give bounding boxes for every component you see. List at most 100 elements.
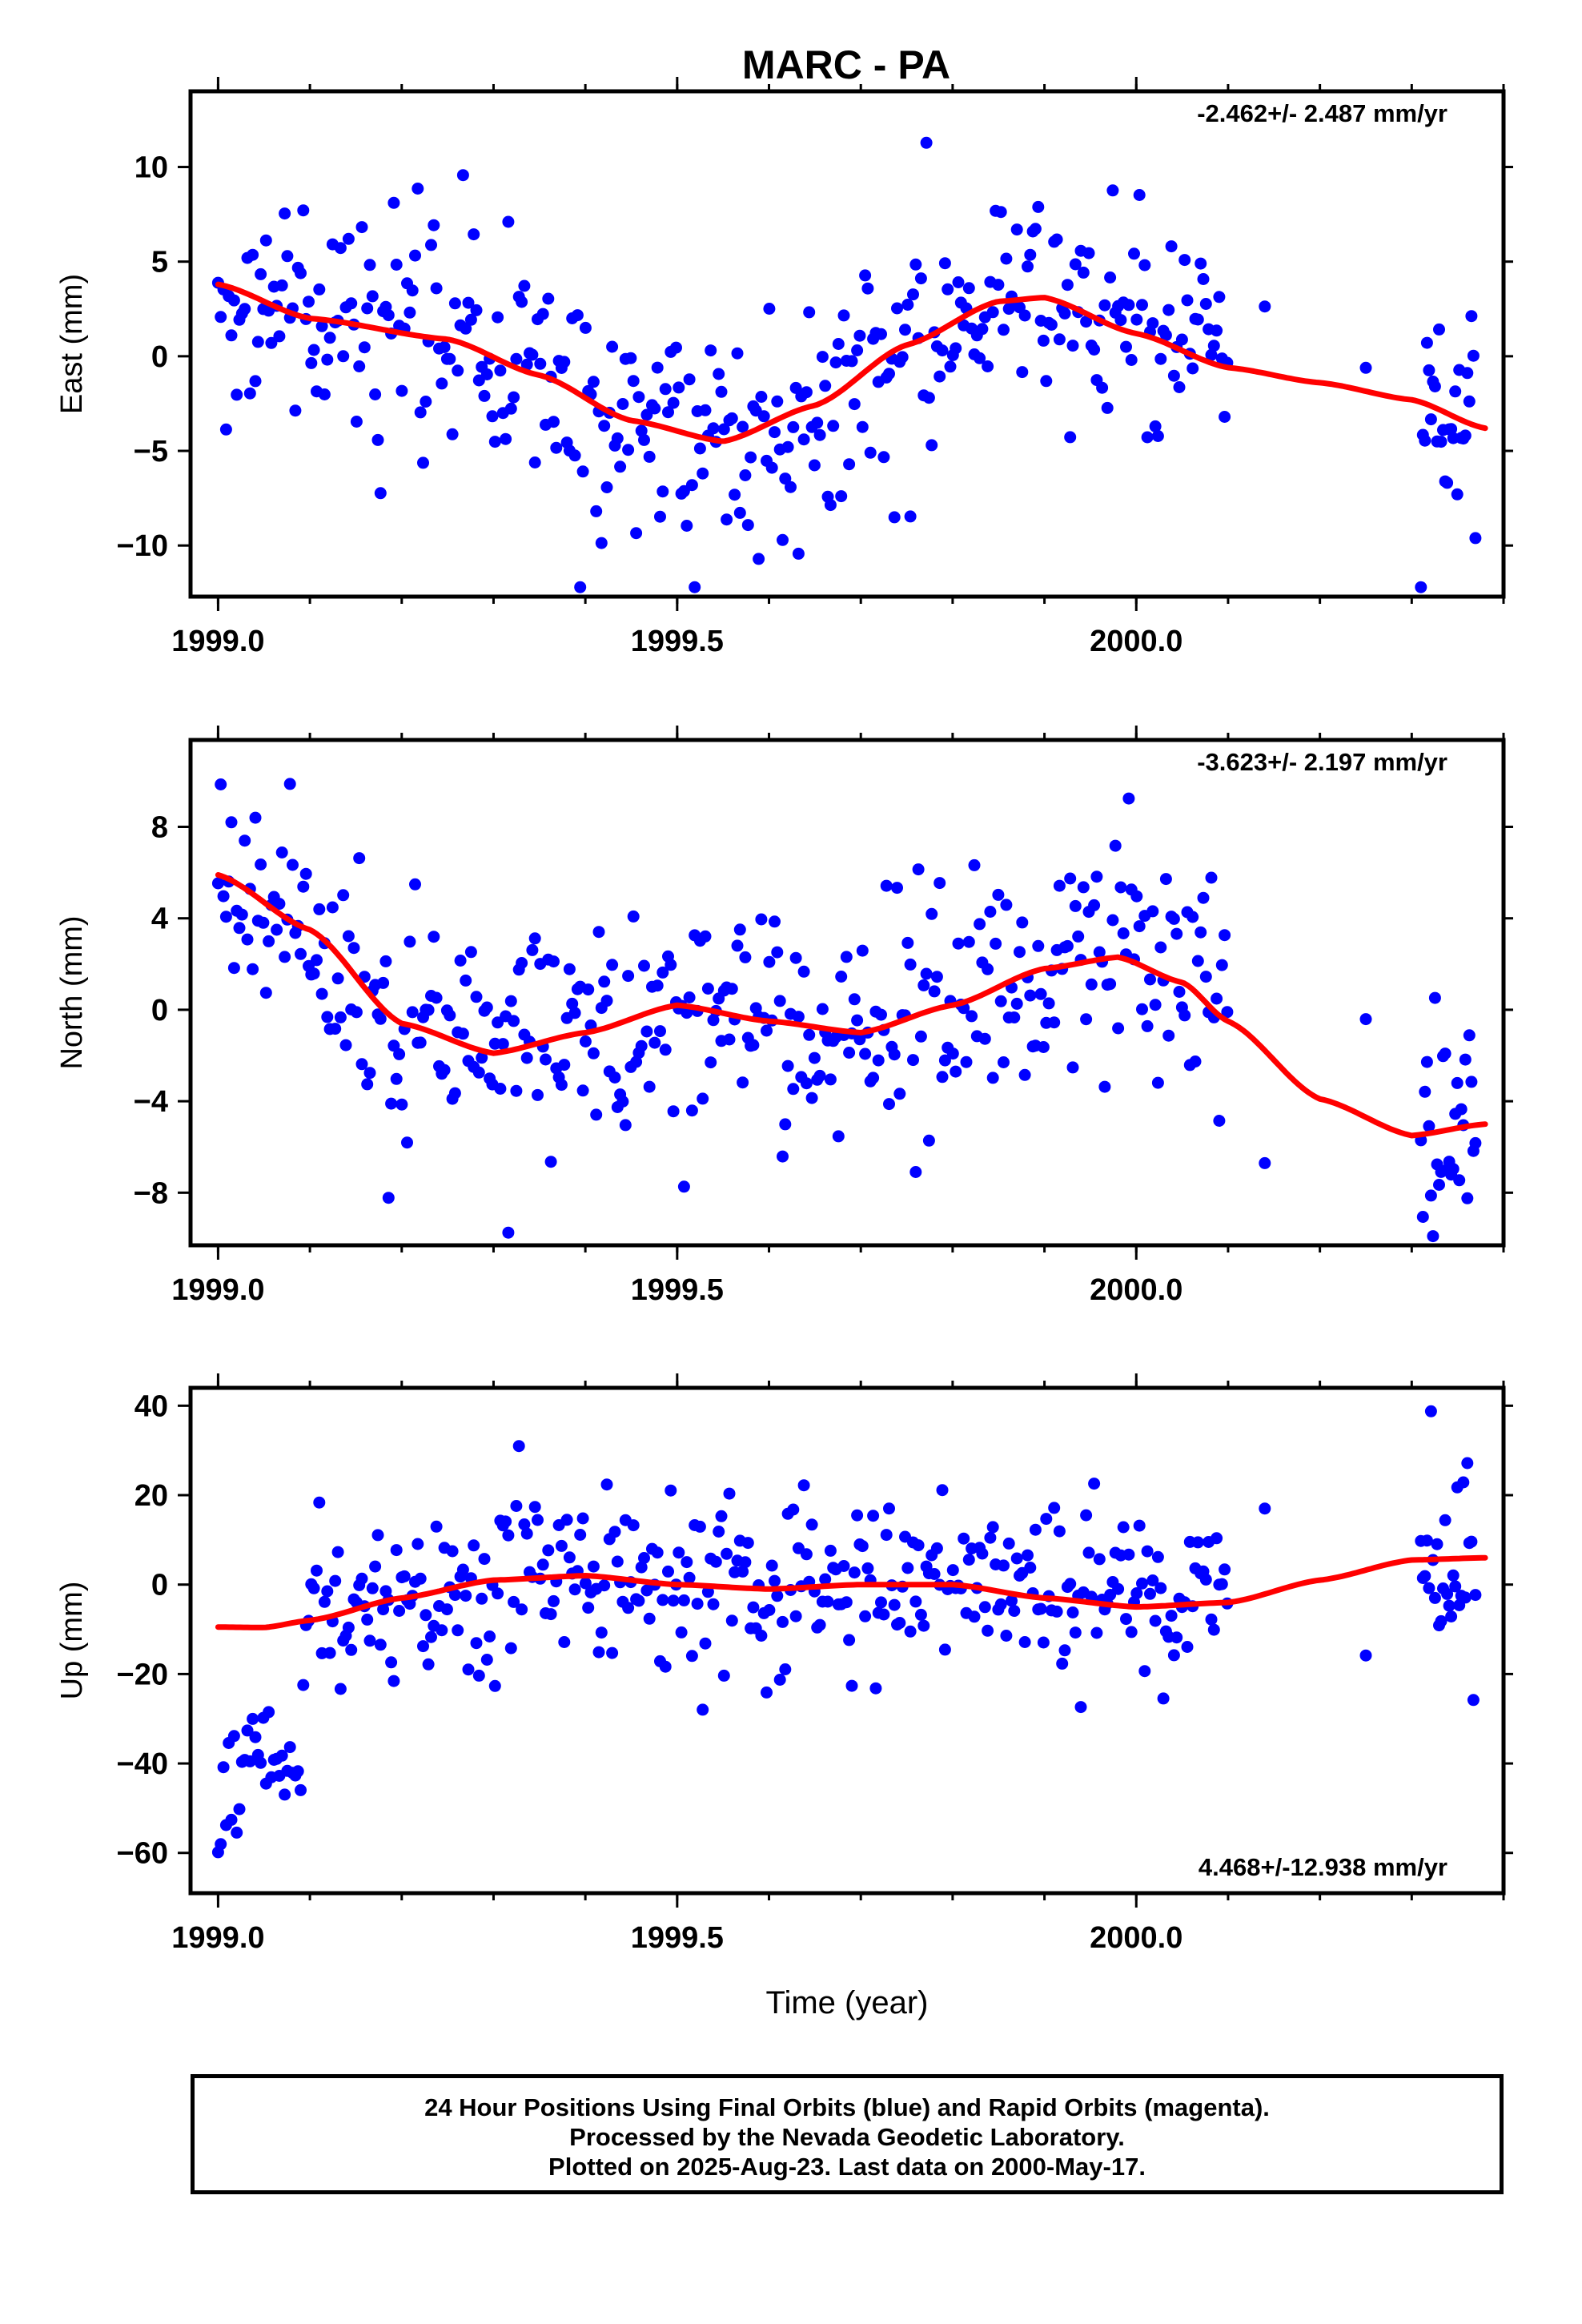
data-point xyxy=(590,505,603,517)
data-point xyxy=(813,428,826,441)
data-point xyxy=(563,963,576,975)
data-point xyxy=(1053,333,1066,346)
data-point xyxy=(853,1033,866,1046)
data-point xyxy=(382,309,395,322)
trend-curve xyxy=(215,872,1488,1139)
data-point xyxy=(962,282,975,295)
data-point xyxy=(1066,1606,1079,1618)
data-point xyxy=(536,308,549,320)
data-point xyxy=(215,311,227,324)
data-point xyxy=(739,1556,752,1569)
north-panel: 1999.0 1999.5 2000.0 −8 −4 0 4 8 North (mm) -3.62… xyxy=(55,726,1513,1307)
data-point xyxy=(369,1560,382,1573)
data-point xyxy=(464,313,477,326)
data-point xyxy=(393,1047,406,1060)
data-point xyxy=(739,951,752,963)
data-point xyxy=(249,1731,262,1743)
data-point xyxy=(446,428,459,440)
data-point xyxy=(472,1066,485,1079)
data-point xyxy=(576,465,589,478)
up-panel: 1999.0 1999.5 2000.0 −60 −40 −20 0 20 40 Up (mm) T… xyxy=(55,1373,1513,2020)
data-point xyxy=(725,412,738,424)
x-tick-label: 1999.5 xyxy=(631,625,724,658)
data-point xyxy=(803,306,816,319)
data-point xyxy=(227,294,240,307)
data-point xyxy=(279,207,291,220)
data-point xyxy=(371,433,384,446)
data-point xyxy=(508,1015,520,1027)
data-point xyxy=(1082,247,1095,259)
data-point xyxy=(1018,309,1031,322)
data-point xyxy=(323,332,336,344)
data-point xyxy=(707,1014,720,1027)
data-point xyxy=(1205,1613,1218,1626)
data-point xyxy=(968,1610,981,1623)
data-point xyxy=(512,1440,525,1453)
data-point xyxy=(502,1226,515,1239)
data-point xyxy=(888,1598,901,1611)
data-point xyxy=(721,1547,733,1560)
data-point xyxy=(279,1788,291,1801)
data-point xyxy=(508,1595,520,1608)
data-point xyxy=(307,344,320,356)
data-point xyxy=(1016,916,1029,929)
data-point xyxy=(777,1615,789,1628)
data-point xyxy=(1162,304,1175,316)
data-point xyxy=(295,947,307,960)
data-point xyxy=(1122,792,1135,805)
data-point xyxy=(765,1559,778,1572)
y-tick-label: 10 xyxy=(135,151,168,185)
data-point xyxy=(374,1012,387,1025)
data-point xyxy=(1423,1120,1435,1132)
data-point xyxy=(1205,348,1218,361)
footer-line-processor: Processed by the Nevada Geodetic Laborat… xyxy=(569,2123,1125,2151)
y-tick-label: 5 xyxy=(151,246,168,279)
data-point xyxy=(1048,1016,1061,1029)
data-point xyxy=(893,1088,906,1100)
data-point xyxy=(227,962,240,975)
y-tick-label: 0 xyxy=(151,1569,168,1602)
data-point xyxy=(1170,927,1183,940)
data-point xyxy=(627,1519,640,1532)
data-point xyxy=(548,955,560,968)
data-point xyxy=(869,1682,882,1695)
data-point xyxy=(1040,375,1053,388)
data-point xyxy=(420,396,432,408)
data-point xyxy=(737,420,749,433)
data-point xyxy=(275,1749,288,1762)
data-point xyxy=(1451,488,1464,501)
data-point xyxy=(1191,1536,1204,1549)
footer-line-orbits: 24 Hour Positions Using Final Orbits (bl… xyxy=(424,2093,1270,2121)
data-point xyxy=(1010,1552,1023,1565)
data-point xyxy=(1149,420,1162,432)
data-point xyxy=(1359,361,1372,374)
data-point xyxy=(1018,1068,1031,1081)
data-point xyxy=(287,858,299,871)
data-point xyxy=(659,383,672,396)
data-point xyxy=(526,943,539,956)
data-point xyxy=(412,1538,424,1550)
data-point xyxy=(265,336,278,349)
data-point xyxy=(480,1654,493,1666)
data-point xyxy=(374,487,387,500)
data-point xyxy=(627,910,640,923)
data-point xyxy=(765,461,778,474)
data-point xyxy=(350,416,363,428)
data-point xyxy=(436,377,448,390)
data-points xyxy=(211,136,1482,593)
data-point xyxy=(1018,1636,1031,1648)
data-point xyxy=(1443,1599,1456,1612)
data-point xyxy=(1191,313,1204,326)
data-point xyxy=(1133,1519,1146,1532)
data-point xyxy=(1064,1578,1077,1590)
data-point xyxy=(566,997,579,1010)
data-point xyxy=(1109,839,1122,852)
data-point xyxy=(1136,1003,1148,1015)
data-point xyxy=(518,1518,531,1530)
data-point xyxy=(747,1039,760,1051)
data-point xyxy=(1098,1080,1111,1093)
data-point xyxy=(558,356,571,368)
data-point xyxy=(414,1572,427,1585)
data-point xyxy=(249,375,262,388)
data-point xyxy=(769,1574,781,1587)
